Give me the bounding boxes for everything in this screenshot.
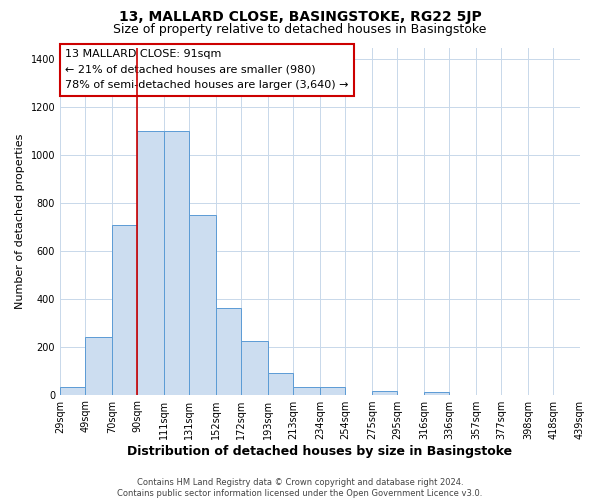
Bar: [164, 132, 190, 394]
Bar: [112, 224, 137, 394]
Bar: [320, 388, 346, 394]
Bar: [241, 340, 268, 394]
Text: Size of property relative to detached houses in Basingstoke: Size of property relative to detached ho…: [113, 22, 487, 36]
Bar: [60, 388, 85, 394]
X-axis label: Distribution of detached houses by size in Basingstoke: Distribution of detached houses by size …: [127, 444, 512, 458]
Text: Contains HM Land Registry data © Crown copyright and database right 2024.
Contai: Contains HM Land Registry data © Crown c…: [118, 478, 482, 498]
Bar: [372, 391, 397, 394]
Bar: [293, 388, 320, 394]
Bar: [85, 337, 112, 394]
Bar: [190, 215, 216, 394]
Bar: [216, 308, 241, 394]
Bar: [137, 132, 164, 394]
Text: 13, MALLARD CLOSE, BASINGSTOKE, RG22 5JP: 13, MALLARD CLOSE, BASINGSTOKE, RG22 5JP: [119, 10, 481, 24]
Y-axis label: Number of detached properties: Number of detached properties: [15, 134, 25, 308]
Text: 13 MALLARD CLOSE: 91sqm
← 21% of detached houses are smaller (980)
78% of semi-d: 13 MALLARD CLOSE: 91sqm ← 21% of detache…: [65, 49, 349, 90]
Bar: [424, 392, 449, 394]
Bar: [268, 373, 293, 394]
